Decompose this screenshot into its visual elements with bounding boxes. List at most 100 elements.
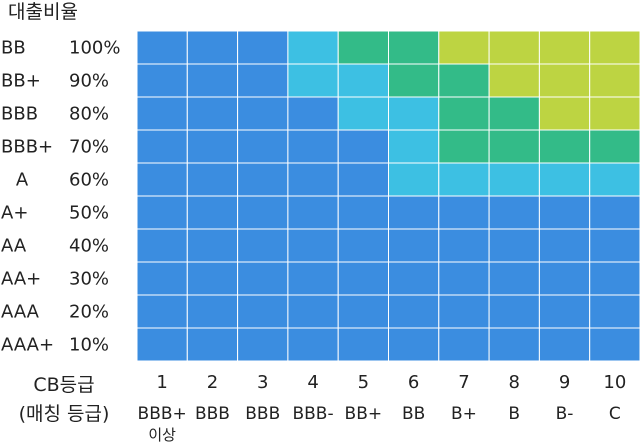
heatmap-cell xyxy=(237,195,289,230)
heatmap-cell xyxy=(186,129,239,164)
heatmap-cell xyxy=(438,195,490,230)
heatmap-cell xyxy=(538,63,591,98)
row-ratio-label: 100% xyxy=(69,38,120,59)
column-number-label: 4 xyxy=(307,372,318,393)
heatmap-cell xyxy=(287,63,339,98)
heatmap-cell xyxy=(136,63,188,98)
heatmap-cell xyxy=(136,294,188,329)
heatmap-cell xyxy=(337,195,390,230)
heatmap-cell xyxy=(538,30,591,65)
row-grade-label: AAA xyxy=(1,302,40,323)
heatmap-cell xyxy=(438,327,490,362)
row-ratio-label: 70% xyxy=(69,137,109,158)
heatmap-cell xyxy=(388,327,440,362)
heatmap-cell xyxy=(136,162,188,197)
heatmap-cell xyxy=(186,261,239,296)
column-number-label: 5 xyxy=(358,372,369,393)
row-ratio-label: 20% xyxy=(69,302,109,323)
column-number-label: 3 xyxy=(257,372,268,393)
heatmap-cell xyxy=(237,294,289,329)
heatmap-cell xyxy=(488,327,540,362)
heatmap-cell xyxy=(388,96,440,131)
heatmap-cell xyxy=(488,63,540,98)
heatmap-cell xyxy=(237,63,289,98)
heatmap-cell xyxy=(438,228,490,263)
row-grade-label: BB+ xyxy=(1,71,41,92)
column-number-label: 8 xyxy=(509,372,520,393)
heatmap-cell xyxy=(488,30,540,65)
heatmap-cell xyxy=(237,162,289,197)
column-note-label: 이상 xyxy=(148,426,176,444)
heatmap-cell xyxy=(538,294,591,329)
heatmap-cell xyxy=(136,261,188,296)
heatmap-cell xyxy=(438,261,490,296)
heatmap-cell xyxy=(488,195,540,230)
heatmap-cell xyxy=(488,96,540,131)
heatmap-cells xyxy=(136,30,640,362)
x-axis-header-line1: CB등급 xyxy=(33,374,94,396)
heatmap-cell xyxy=(337,129,390,164)
heatmap-cell xyxy=(538,228,591,263)
heatmap-cell xyxy=(388,294,440,329)
y-axis-header: 대출비율 xyxy=(8,1,78,23)
heatmap-cell xyxy=(337,30,390,65)
heatmap-cell xyxy=(337,63,390,98)
heatmap-cell xyxy=(136,129,188,164)
heatmap-cell xyxy=(438,63,490,98)
column-grade-label: BB+ xyxy=(345,404,383,424)
row-grade-label: AA xyxy=(1,236,27,257)
heatmap-cell xyxy=(186,30,239,65)
heatmap-cell xyxy=(287,261,339,296)
column-grade-label: B xyxy=(508,404,520,424)
heatmap-cell xyxy=(337,228,390,263)
column-grade-label: C xyxy=(609,404,621,424)
heatmap-cell xyxy=(488,162,540,197)
heatmap-cell xyxy=(388,63,440,98)
heatmap-cell xyxy=(237,228,289,263)
heatmap-cell xyxy=(287,30,339,65)
row-grade-label: A xyxy=(16,170,29,191)
heatmap-cell xyxy=(186,294,239,329)
heatmap-cell xyxy=(589,294,640,329)
heatmap-cell xyxy=(589,129,640,164)
heatmap-cell xyxy=(589,162,640,197)
heatmap-cell xyxy=(589,261,640,296)
heatmap-cell xyxy=(538,96,591,131)
heatmap-cell xyxy=(337,162,390,197)
row-ratio-label: 90% xyxy=(69,71,109,92)
row-ratio-label: 10% xyxy=(69,335,109,356)
heatmap-cell xyxy=(287,162,339,197)
row-labels: BB 100% BB+ 90% BBB 80% BBB+ 70% A 60% A+ 50% AA 40% A… xyxy=(1,38,120,356)
column-grade-label: BBB xyxy=(195,404,230,424)
row-grade-label: BBB+ xyxy=(1,137,53,158)
x-axis-header-line2: (매칭 등급) xyxy=(19,403,110,425)
heatmap-cell xyxy=(438,30,490,65)
column-grade-label: BBB+ xyxy=(138,404,187,424)
heatmap-cell xyxy=(438,162,490,197)
heatmap-cell xyxy=(589,228,640,263)
heatmap-cell xyxy=(589,30,640,65)
heatmap-cell xyxy=(589,195,640,230)
heatmap-cell xyxy=(136,195,188,230)
heatmap-cell xyxy=(136,228,188,263)
column-labels: 1 BBB+ 이상 2 BBB 3 BBB 4 BBB- 5 BB+ 6 BB 7 B+ 8 B 9 B- 10 C xyxy=(138,372,627,444)
heatmap-cell xyxy=(237,327,289,362)
heatmap-cell xyxy=(438,96,490,131)
row-ratio-label: 80% xyxy=(69,104,109,125)
heatmap-cell xyxy=(538,129,591,164)
column-number-label: 9 xyxy=(559,372,570,393)
column-grade-label: B+ xyxy=(451,404,477,424)
column-number-label: 10 xyxy=(603,372,626,393)
heatmap-cell xyxy=(287,228,339,263)
heatmap-cell xyxy=(438,129,490,164)
column-grade-label: BBB xyxy=(245,404,280,424)
heatmap-cell xyxy=(136,327,188,362)
heatmap-cell xyxy=(589,327,640,362)
heatmap-cell xyxy=(538,162,591,197)
column-grade-label: B- xyxy=(556,404,574,424)
row-grade-label: BBB xyxy=(1,104,38,125)
heatmap-cell xyxy=(287,129,339,164)
heatmap-cell xyxy=(388,129,440,164)
heatmap-cell xyxy=(438,294,490,329)
heatmap-cell xyxy=(186,162,239,197)
